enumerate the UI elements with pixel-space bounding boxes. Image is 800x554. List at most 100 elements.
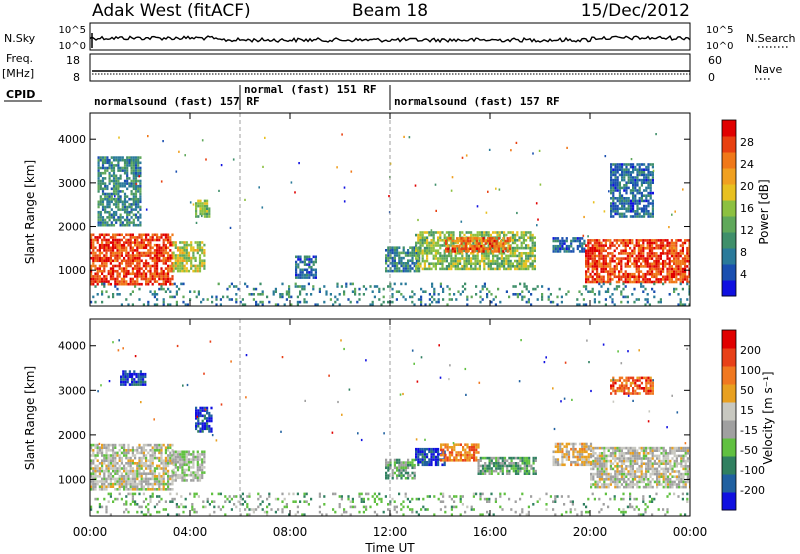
- range-cell: [108, 161, 111, 165]
- range-cell: [162, 459, 165, 462]
- range-cell: [187, 460, 191, 464]
- range-cell: [646, 239, 649, 242]
- range-cell: [118, 475, 121, 478]
- range-cell: [495, 187, 497, 190]
- range-cell: [462, 239, 465, 243]
- range-cell: [681, 241, 684, 245]
- range-cell: [136, 464, 139, 468]
- range-cell: [398, 254, 401, 257]
- range-cell: [145, 472, 148, 475]
- range-cell: [387, 300, 390, 304]
- range-cell: [131, 446, 134, 449]
- range-cell: [128, 184, 131, 188]
- range-cell: [675, 239, 678, 242]
- range-cell: [565, 247, 568, 251]
- range-cell: [142, 451, 145, 455]
- range-cell: [419, 231, 422, 234]
- range-cell: [525, 262, 528, 265]
- range-cell: [686, 298, 689, 301]
- range-cell: [117, 200, 120, 204]
- range-cell: [505, 257, 508, 260]
- range-cell: [288, 295, 291, 299]
- range-cell: [199, 406, 202, 410]
- range-cell: [622, 239, 625, 242]
- range-cell: [94, 280, 97, 283]
- range-cell: [99, 197, 102, 201]
- range-cell: [264, 136, 266, 139]
- range-cell: [417, 458, 420, 461]
- range-cell: [423, 460, 426, 464]
- range-cell: [442, 443, 445, 446]
- range-cell: [114, 459, 117, 462]
- range-cell: [162, 477, 165, 481]
- range-cell: [255, 300, 258, 304]
- range-cell: [516, 262, 519, 265]
- range-cell: [314, 255, 317, 259]
- range-cell: [127, 475, 130, 478]
- range-cell: [116, 241, 119, 244]
- range-cell: [114, 236, 117, 239]
- range-cell: [647, 186, 650, 190]
- range-cell: [419, 458, 422, 461]
- range-cell: [686, 265, 689, 268]
- range-cell: [107, 467, 110, 470]
- range-cell: [125, 469, 128, 473]
- range-cell: [203, 204, 206, 208]
- range-cell: [391, 293, 394, 296]
- range-cell: [116, 277, 119, 281]
- range-cell: [637, 278, 640, 281]
- range-cell: [612, 191, 615, 195]
- range-cell: [185, 460, 188, 464]
- range-cell: [114, 451, 117, 455]
- range-cell: [581, 460, 584, 464]
- range-cell: [116, 488, 119, 491]
- range-cell: [176, 460, 180, 464]
- range-cell: [176, 246, 180, 249]
- range-cell: [679, 300, 682, 304]
- range-cell: [118, 280, 121, 283]
- range-cell: [105, 459, 108, 462]
- range-cell: [133, 380, 136, 384]
- range-cell: [194, 455, 197, 459]
- range-cell: [593, 254, 596, 258]
- range-cell: [417, 450, 420, 454]
- range-cell: [197, 293, 200, 296]
- range-cell: [432, 453, 435, 456]
- range-cell: [94, 488, 97, 491]
- range-cell: [114, 246, 117, 250]
- range-cell: [632, 171, 635, 174]
- range-cell: [470, 259, 473, 263]
- range-cell: [592, 475, 595, 478]
- range-cell: [635, 259, 638, 263]
- range-cell: [128, 375, 131, 379]
- range-cell: [512, 469, 515, 473]
- range-cell: [181, 473, 184, 477]
- range-cell: [636, 171, 639, 174]
- range-cell: [503, 464, 507, 468]
- range-cell: [112, 174, 116, 178]
- range-cell: [591, 262, 594, 266]
- range-cell: [198, 455, 202, 459]
- range-cell: [503, 456, 507, 460]
- range-cell: [653, 252, 656, 255]
- range-cell: [629, 239, 632, 242]
- range-cell: [334, 300, 337, 304]
- range-cell: [131, 462, 134, 465]
- range-cell: [122, 378, 125, 381]
- range-cell: [318, 287, 321, 291]
- range-cell: [107, 269, 110, 273]
- range-cell: [503, 252, 506, 255]
- range-cell: [467, 262, 470, 265]
- range-cell: [299, 300, 302, 304]
- range-cell: [423, 262, 426, 265]
- range-cell: [497, 237, 500, 240]
- range-cell: [629, 191, 632, 195]
- range-cell: [458, 237, 461, 240]
- range-cell: [272, 290, 275, 293]
- range-cell: [106, 221, 109, 224]
- range-cell: [119, 197, 122, 201]
- range-cell: [400, 461, 403, 464]
- range-cell: [432, 241, 435, 245]
- range-cell: [592, 467, 595, 471]
- range-cell: [190, 256, 193, 260]
